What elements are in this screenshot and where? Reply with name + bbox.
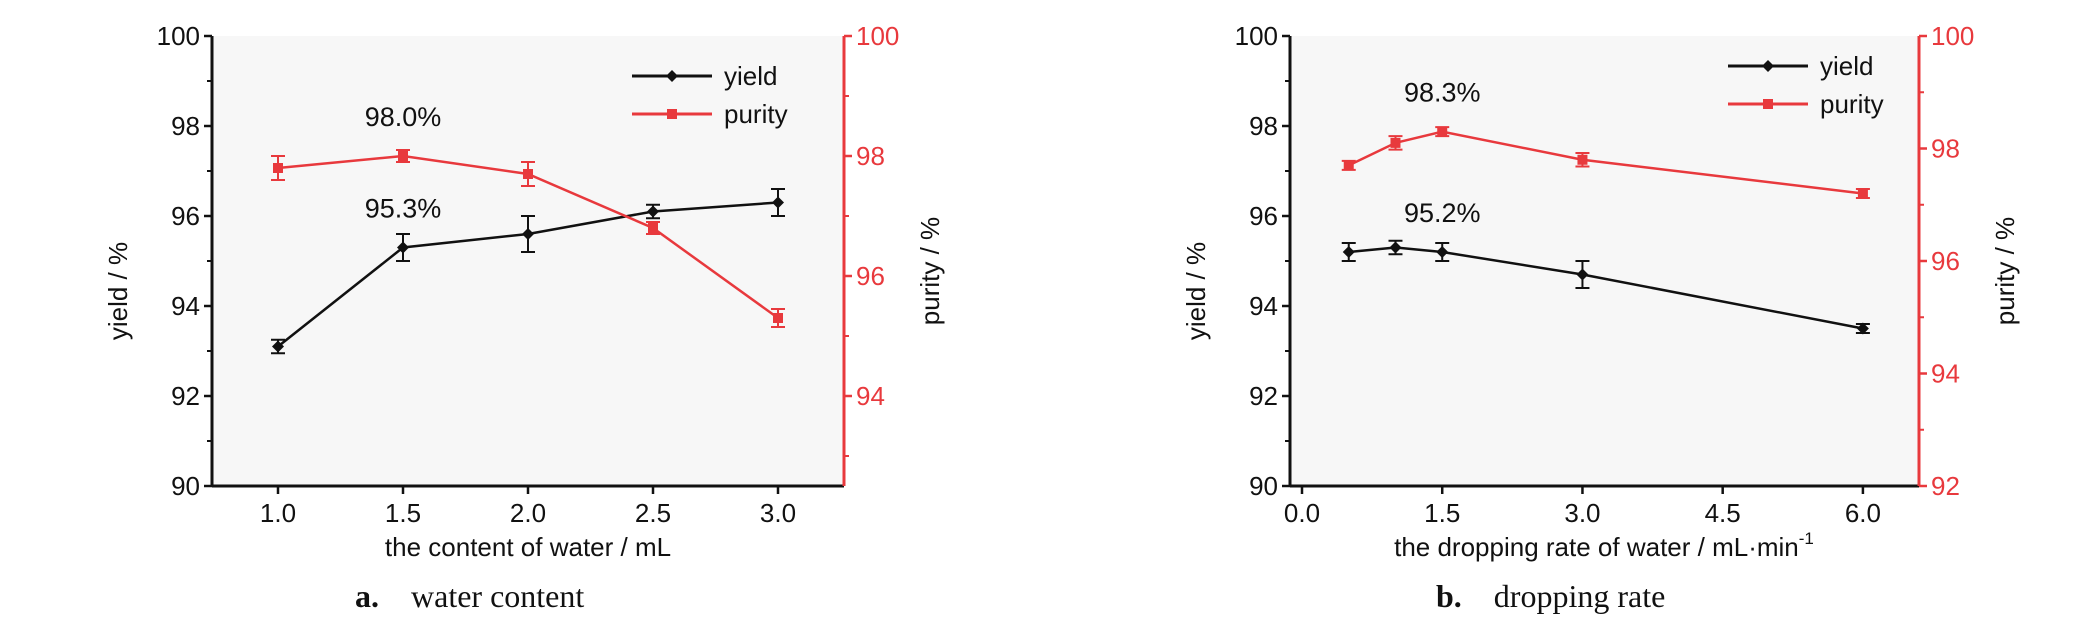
- data-point-purity: [1857, 188, 1868, 199]
- legend-entry: yield: [1820, 51, 1873, 81]
- right-tick-label: 100: [1931, 21, 1974, 51]
- x-tick-label: 3.0: [760, 498, 796, 528]
- y-axis-left-label: yield / %: [103, 242, 133, 340]
- x-tick-label: 0.0: [1284, 498, 1320, 528]
- right-tick-label: 96: [856, 261, 885, 291]
- legend-marker-purity: [667, 109, 677, 119]
- data-label: 98.3%: [1404, 78, 1481, 108]
- caption-letter: b.: [1436, 578, 1462, 614]
- data-label: 98.0%: [365, 102, 442, 132]
- legend-entry: purity: [724, 99, 788, 129]
- data-point-purity: [1390, 137, 1401, 148]
- legend-entry: purity: [1820, 89, 1884, 119]
- left-tick-label: 90: [1249, 471, 1278, 501]
- left-tick-label: 98: [171, 111, 200, 141]
- x-axis-label-main: the dropping rate of water / mL·min: [1394, 532, 1799, 562]
- plot-area: [1290, 36, 1919, 486]
- left-tick-label: 96: [1249, 201, 1278, 231]
- y-axis-right-label: purity / %: [1990, 217, 2020, 325]
- x-axis-label: the dropping rate of water / mL·min-1: [1394, 529, 1814, 562]
- data-point-yield: [397, 241, 409, 254]
- left-tick-label: 98: [1249, 111, 1278, 141]
- right-tick-label: 96: [1931, 246, 1960, 276]
- y-axis-left-label: yield / %: [1181, 242, 1211, 340]
- right-tick-label: 100: [856, 21, 899, 51]
- legend-marker-purity: [1763, 99, 1773, 109]
- x-tick-label: 1.5: [1424, 498, 1460, 528]
- x-axis-label: the content of water / mL: [385, 532, 671, 562]
- data-point-yield: [772, 196, 784, 209]
- right-tick-label: 92: [1931, 471, 1960, 501]
- data-point-yield: [272, 340, 284, 353]
- data-point-yield: [1342, 246, 1355, 258]
- x-tick-label: 2.5: [635, 498, 671, 528]
- left-tick-label: 92: [171, 381, 200, 411]
- x-tick-label: 6.0: [1845, 498, 1881, 528]
- caption-text: dropping rate: [1494, 578, 1666, 614]
- legend-entry: yield: [724, 61, 777, 91]
- caption-text: water content: [411, 578, 584, 614]
- x-tick-label: 3.0: [1564, 498, 1600, 528]
- right-tick-label: 94: [1931, 359, 1960, 389]
- data-point-purity: [1577, 154, 1588, 165]
- data-point-yield: [1436, 246, 1449, 258]
- left-tick-label: 94: [171, 291, 200, 321]
- caption: b. dropping rate: [1436, 578, 1665, 614]
- data-point-yield: [1389, 241, 1402, 254]
- x-tick-label: 1.5: [385, 498, 421, 528]
- caption-letter: a.: [355, 578, 379, 614]
- x-tick-label: 2.0: [510, 498, 546, 528]
- data-point-yield: [1856, 322, 1869, 335]
- data-point-purity: [273, 163, 283, 173]
- data-point-purity: [1437, 126, 1448, 137]
- x-tick-label: 1.0: [260, 498, 296, 528]
- right-tick-label: 94: [856, 381, 885, 411]
- data-point-yield: [1576, 268, 1589, 281]
- chart-2: 90 92 94 96 98 100 92 94 96 98 100 0.0 1.5 3.0 4.5 6.0 t…: [1181, 21, 2020, 614]
- data-point-purity: [398, 151, 408, 161]
- x-axis-label-sup: -1: [1799, 529, 1814, 548]
- caption: a. water content: [355, 578, 584, 614]
- data-point-yield: [647, 205, 659, 218]
- data-point-purity: [648, 223, 658, 233]
- chart-1: 90 92 94 96 98 100 94 96 98 100 1.0 1.5 2.0 2.5 3.0 the…: [103, 21, 945, 614]
- left-tick-label: 92: [1249, 381, 1278, 411]
- right-tick-label: 98: [1931, 134, 1960, 164]
- data-point-purity: [523, 169, 533, 179]
- data-point-purity: [1343, 160, 1354, 171]
- data-label: 95.2%: [1404, 198, 1481, 228]
- plot-area: [212, 36, 844, 486]
- left-tick-label: 100: [1235, 21, 1278, 51]
- legend-marker-yield: [1762, 60, 1774, 72]
- y-axis-right-label: purity / %: [915, 217, 945, 325]
- left-tick-label: 94: [1249, 291, 1278, 321]
- right-tick-label: 98: [856, 141, 885, 171]
- data-point-yield: [522, 228, 534, 240]
- data-label: 95.3%: [365, 194, 442, 224]
- left-tick-label: 96: [171, 201, 200, 231]
- left-tick-label: 90: [171, 471, 200, 501]
- legend-marker-yield: [666, 70, 678, 82]
- left-tick-label: 100: [157, 21, 200, 51]
- x-tick-label: 4.5: [1705, 498, 1741, 528]
- data-point-purity: [773, 313, 783, 323]
